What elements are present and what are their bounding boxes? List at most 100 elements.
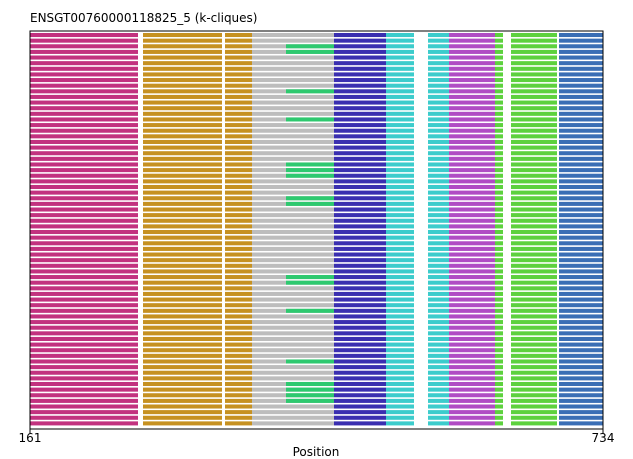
band-gold-2-row-3 bbox=[225, 49, 252, 54]
band-purple-row-28 bbox=[449, 190, 495, 195]
band-purple-row-65 bbox=[449, 398, 495, 403]
band-indigo-row-43 bbox=[334, 275, 386, 280]
band-blue-row-3 bbox=[559, 49, 603, 54]
band-cyan-2-row-64 bbox=[428, 393, 449, 398]
band-purple-row-60 bbox=[449, 370, 495, 375]
band-magenta-row-53 bbox=[30, 331, 138, 336]
band-magenta-row-60 bbox=[30, 370, 138, 375]
band-gold-1-row-31 bbox=[143, 207, 222, 212]
band-magenta-row-62 bbox=[30, 381, 138, 387]
band-cyan-2-row-26 bbox=[428, 179, 449, 184]
band-blue-row-50 bbox=[559, 314, 603, 319]
band-green-2-row-60 bbox=[511, 370, 557, 375]
band-cyan-1-row-3 bbox=[386, 49, 414, 54]
band-magenta-row-34 bbox=[30, 224, 138, 229]
band-cyan-1-row-38 bbox=[386, 246, 414, 251]
band-green-1-row-59 bbox=[495, 365, 503, 370]
band-gold-1-row-25 bbox=[143, 173, 222, 178]
band-magenta-row-39 bbox=[30, 252, 138, 257]
band-purple-row-36 bbox=[449, 235, 495, 240]
band-green-2-row-14 bbox=[511, 111, 557, 116]
band-blue-row-0 bbox=[559, 33, 603, 38]
band-green-2-row-3 bbox=[511, 49, 557, 54]
band-gray-row-9 bbox=[252, 83, 334, 88]
band-indigo-row-41 bbox=[334, 263, 386, 268]
band-green-1-row-5 bbox=[495, 61, 503, 66]
band-gold-2-row-25 bbox=[225, 173, 252, 178]
band-green-2-row-31 bbox=[511, 207, 557, 212]
band-green-1-row-37 bbox=[495, 241, 503, 246]
band-green-1-row-11 bbox=[495, 94, 503, 99]
band-gold-2-row-47 bbox=[225, 297, 252, 302]
band-gray-row-55 bbox=[252, 342, 334, 347]
band-cyan-1-row-49 bbox=[386, 308, 414, 313]
band-cyan-1-row-39 bbox=[386, 252, 414, 257]
band-cyan-1-row-14 bbox=[386, 111, 414, 116]
band-magenta-row-37 bbox=[30, 241, 138, 246]
band-cyan-1-row-61 bbox=[386, 376, 414, 381]
band-purple-row-51 bbox=[449, 320, 495, 325]
band-indigo-row-23 bbox=[334, 162, 386, 167]
band-green-1-row-7 bbox=[495, 72, 503, 77]
band-blue-row-16 bbox=[559, 123, 603, 128]
band-green-2-row-0 bbox=[511, 33, 557, 38]
band-gold-1-row-10 bbox=[143, 89, 222, 94]
band-indigo-row-50 bbox=[334, 314, 386, 319]
band-magenta-row-27 bbox=[30, 184, 138, 190]
band-gold-2-row-24 bbox=[225, 168, 252, 173]
band-indigo-row-42 bbox=[334, 269, 386, 274]
band-indigo-row-28 bbox=[334, 190, 386, 195]
band-gold-2-row-8 bbox=[225, 78, 252, 83]
band-gold-1-row-3 bbox=[143, 49, 222, 54]
band-magenta-row-56 bbox=[30, 348, 138, 353]
band-magenta-row-19 bbox=[30, 139, 138, 144]
segment-green-teal-row-2 bbox=[286, 44, 334, 49]
band-cyan-1-row-60 bbox=[386, 370, 414, 375]
band-gold-1-row-19 bbox=[143, 139, 222, 144]
band-green-1-row-31 bbox=[495, 207, 503, 212]
band-cyan-2-row-47 bbox=[428, 297, 449, 302]
band-cyan-2-row-14 bbox=[428, 111, 449, 116]
band-gold-1-row-43 bbox=[143, 275, 222, 280]
band-green-1-row-54 bbox=[495, 336, 503, 341]
band-magenta-row-43 bbox=[30, 275, 138, 280]
band-magenta-row-50 bbox=[30, 314, 138, 319]
band-green-2-row-47 bbox=[511, 297, 557, 302]
segment-green-teal-row-29 bbox=[286, 196, 334, 201]
band-blue-row-41 bbox=[559, 263, 603, 268]
band-gold-2-row-53 bbox=[225, 331, 252, 336]
band-gold-2-row-58 bbox=[225, 359, 252, 364]
band-gold-1-row-38 bbox=[143, 246, 222, 251]
band-magenta-row-17 bbox=[30, 128, 138, 133]
band-gray-row-21 bbox=[252, 151, 334, 156]
band-indigo-row-33 bbox=[334, 218, 386, 223]
band-cyan-2-row-9 bbox=[428, 83, 449, 88]
band-gold-1-row-68 bbox=[143, 415, 222, 420]
band-gold-2-row-29 bbox=[225, 196, 252, 201]
band-green-1-row-25 bbox=[495, 173, 503, 178]
band-indigo-row-11 bbox=[334, 94, 386, 99]
band-cyan-2-row-16 bbox=[428, 123, 449, 128]
band-gold-1-row-16 bbox=[143, 123, 222, 128]
band-blue-row-60 bbox=[559, 370, 603, 375]
band-blue-row-66 bbox=[559, 404, 603, 409]
band-purple-row-23 bbox=[449, 162, 495, 167]
band-green-1-row-10 bbox=[495, 89, 503, 94]
band-cyan-1-row-20 bbox=[386, 145, 414, 150]
band-magenta-row-21 bbox=[30, 151, 138, 156]
band-indigo-row-20 bbox=[334, 145, 386, 150]
band-blue-row-26 bbox=[559, 179, 603, 184]
band-gray-row-12 bbox=[252, 100, 334, 105]
band-cyan-2-row-52 bbox=[428, 325, 449, 330]
band-blue-row-69 bbox=[559, 421, 603, 426]
band-cyan-1-row-11 bbox=[386, 94, 414, 99]
band-gold-2-row-37 bbox=[225, 241, 252, 246]
band-green-2-row-22 bbox=[511, 156, 557, 161]
band-purple-row-35 bbox=[449, 230, 495, 235]
band-blue-row-7 bbox=[559, 72, 603, 77]
band-cyan-1-row-18 bbox=[386, 134, 414, 139]
band-green-2-row-6 bbox=[511, 66, 557, 71]
band-purple-row-66 bbox=[449, 404, 495, 409]
band-gold-1-row-22 bbox=[143, 156, 222, 161]
band-purple-row-40 bbox=[449, 258, 495, 263]
